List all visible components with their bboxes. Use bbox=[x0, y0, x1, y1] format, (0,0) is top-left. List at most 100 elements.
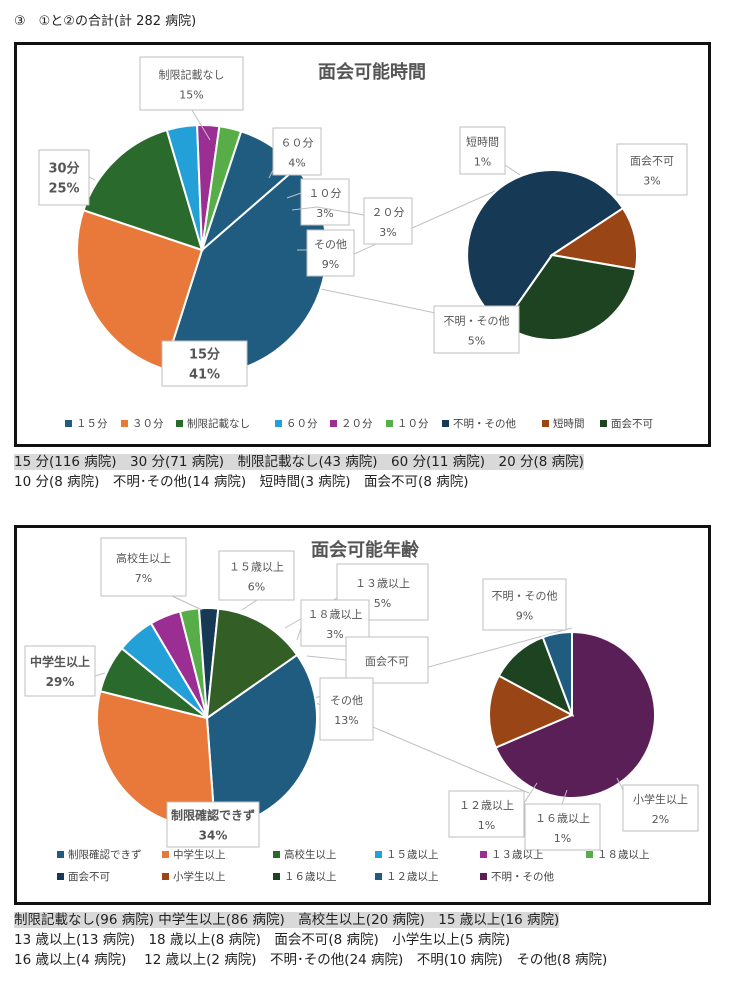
label-noallow-text-0: 面会不可 bbox=[630, 155, 674, 168]
legend-label-a16: １６歳以上 bbox=[284, 871, 337, 883]
label-min30-text-1: 25% bbox=[48, 182, 79, 197]
label-a18-text-0: １８歳以上 bbox=[308, 608, 363, 621]
label-nolimit-box bbox=[139, 56, 244, 111]
leader-min30 bbox=[88, 176, 96, 181]
label-elem-text-1: 2% bbox=[652, 813, 669, 826]
label-a16-text-1: 1% bbox=[554, 832, 571, 845]
leader-nolimit bbox=[191, 109, 211, 141]
label-short-text-0: 短時間 bbox=[466, 135, 499, 149]
label-min20-text-1: 3% bbox=[379, 226, 396, 239]
label-min10-text-1: 3% bbox=[316, 207, 333, 220]
label-unknown-text-0: 不明・その他 bbox=[444, 315, 510, 328]
label-unknown-box bbox=[482, 578, 567, 631]
leader-middle bbox=[94, 672, 106, 677]
legend-label-middle: 中学生以上 bbox=[173, 848, 226, 861]
leader-min10 bbox=[286, 192, 302, 199]
label-a12-text-0: １２歳以上 bbox=[459, 799, 514, 812]
legend-swatch-min60 bbox=[275, 420, 282, 427]
label-noallow-box bbox=[616, 143, 688, 196]
legend-label-noconfirm: 制限確認できず bbox=[68, 848, 142, 861]
label-middle-text-1: 29% bbox=[46, 675, 75, 689]
legend-swatch-noallow bbox=[600, 420, 607, 427]
leader-min60 bbox=[268, 169, 274, 179]
label-a13-text-0: １３歳以上 bbox=[355, 577, 410, 590]
label-short-text-1: 1% bbox=[474, 156, 491, 169]
legend-label-min20: ２０分 bbox=[341, 418, 373, 430]
label-elem-box bbox=[622, 784, 699, 832]
legend-swatch-unknown bbox=[442, 420, 449, 427]
label-high-text-1: 7% bbox=[135, 572, 152, 585]
legend-label-min30: ３０分 bbox=[132, 418, 164, 430]
legend-swatch-min10 bbox=[386, 420, 393, 427]
legend-swatch-noallow bbox=[57, 873, 64, 880]
label-other-text-1: 13% bbox=[334, 714, 358, 727]
legend-label-a15: １５歳以上 bbox=[386, 849, 439, 861]
label-a13-text-1: 5% bbox=[374, 597, 391, 610]
chart-title: 面会可能時間 bbox=[318, 61, 426, 83]
caption-time-line-2: 10 分(8 病院) 不明･その他(14 病院) 短時間(3 病院) 面会不可(… bbox=[14, 474, 469, 490]
caption-age-line-1a: 制限記載なし(96 病院) 中学生以上(86 病院) 高校生以上(20 病院) … bbox=[14, 912, 560, 928]
legend-swatch-a16 bbox=[273, 873, 280, 880]
label-a16-box bbox=[524, 803, 601, 851]
legend-swatch-a12 bbox=[375, 873, 382, 880]
legend-label-unknown: 不明・その他 bbox=[491, 870, 554, 883]
label-min10-box bbox=[300, 178, 350, 226]
label-other-text-0: その他 bbox=[314, 238, 347, 251]
legend-swatch-nolimit bbox=[176, 420, 183, 427]
caption-visit-age: 制限記載なし(96 病院) 中学生以上(86 病院) 高校生以上(20 病院) … bbox=[14, 910, 607, 970]
leader-a12 bbox=[523, 782, 538, 804]
legend-label-noallow: 面会不可 bbox=[611, 417, 653, 430]
legend-label-high: 高校生以上 bbox=[284, 848, 337, 861]
main-slice-min30 bbox=[76, 208, 204, 371]
leader-short bbox=[504, 164, 521, 176]
caption-visit-time: 15 分(116 病院) 30 分(71 病院) 制限記載なし(43 病院) 6… bbox=[14, 452, 584, 492]
sub-slice-unknown bbox=[466, 169, 625, 326]
legend-swatch-a18 bbox=[586, 851, 593, 858]
leader-min20 bbox=[291, 206, 365, 216]
label-other-text-0: その他 bbox=[330, 694, 363, 707]
label-min30-box bbox=[38, 149, 90, 206]
leader-a18 bbox=[296, 627, 302, 641]
label-a12-box bbox=[448, 790, 525, 838]
label-short-box bbox=[459, 126, 506, 175]
label-noconfirm-text-1: 34% bbox=[199, 829, 228, 843]
label-a18-box bbox=[300, 599, 370, 647]
label-nolimit-text-0: 制限記載なし bbox=[159, 68, 225, 82]
section-heading: ③ ①と②の合計(計 282 病院) bbox=[14, 14, 197, 29]
label-min15-text-1: 41% bbox=[189, 368, 220, 383]
label-a16-text-0: １６歳以上 bbox=[535, 812, 590, 825]
label-min15-text-0: 15分 bbox=[189, 347, 220, 363]
legend-label-a18: １８歳以上 bbox=[597, 849, 650, 861]
label-elem-text-0: 小学生以上 bbox=[633, 792, 688, 806]
caption-age-line-3: 16 歳以上(4 病院) 12 歳以上(2 病院) 不明･その他(24 病院) … bbox=[14, 952, 608, 968]
sub-slice-short bbox=[549, 206, 639, 271]
caption-time-line-1: 15 分(116 病院) 30 分(71 病院) 制限記載なし(43 病院) 6… bbox=[14, 454, 584, 470]
legend-swatch-min20 bbox=[330, 420, 337, 427]
label-min30-text-0: 30分 bbox=[48, 161, 79, 177]
legend-label-short: 短時間 bbox=[553, 417, 585, 430]
sub-slice-a12 bbox=[541, 630, 573, 716]
leader-noallow bbox=[306, 655, 347, 661]
sub-slice-unknown bbox=[494, 630, 656, 799]
label-min60-text-0: ６０分 bbox=[281, 137, 314, 150]
legend-swatch-middle bbox=[162, 851, 169, 858]
legend-swatch-a15 bbox=[375, 851, 382, 858]
label-other-box bbox=[319, 677, 374, 741]
leader-a16 bbox=[561, 789, 568, 805]
label-min60-text-1: 4% bbox=[288, 157, 305, 170]
chart-visit-time: 面会可能時間 30分 25% 制限記載なし 15% ６０分 4% １０分 3% ２０分 3% その他 9… bbox=[38, 56, 688, 430]
label-min15-box bbox=[161, 340, 248, 387]
legend-swatch-high bbox=[273, 851, 280, 858]
legend-swatch-short bbox=[542, 420, 549, 427]
label-min10-text-0: １０分 bbox=[309, 187, 342, 200]
legend-label-nolimit: 制限記載なし bbox=[187, 417, 250, 430]
legend-swatch-unknown bbox=[480, 873, 487, 880]
caption-age-line-2: 13 歳以上(13 病院) 18 歳以上(8 病院) 面会不可(8 病院) 小学… bbox=[14, 932, 511, 948]
legend-swatch-a13 bbox=[480, 851, 487, 858]
label-min20-text-0: ２０分 bbox=[372, 206, 405, 219]
label-noconfirm-text-0: 制限確認できず bbox=[171, 808, 255, 823]
legend-swatch-min15 bbox=[65, 420, 72, 427]
legend-swatch-elem bbox=[162, 873, 169, 880]
legend-label-elem: 小学生以上 bbox=[173, 870, 226, 883]
legend-label-min60: ６０分 bbox=[286, 418, 318, 430]
